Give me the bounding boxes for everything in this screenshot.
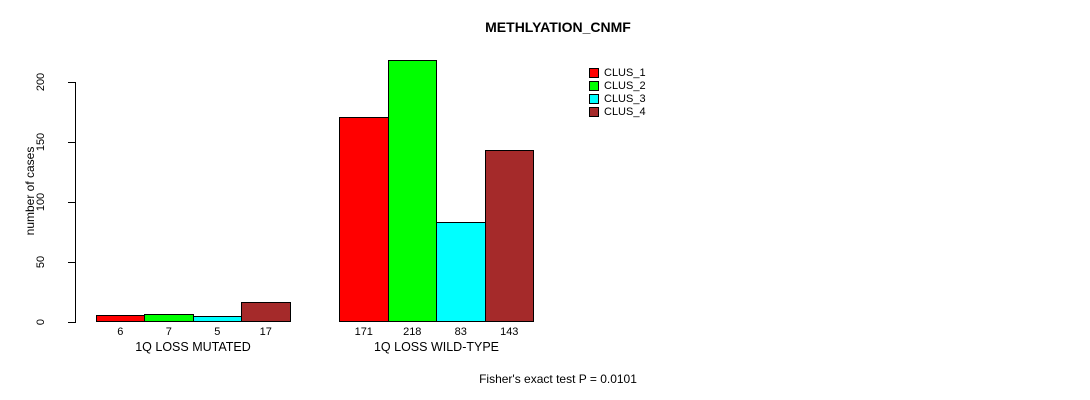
fisher-test-annotation: Fisher's exact test P = 0.0101 — [479, 372, 637, 386]
legend-swatch-icon — [589, 80, 599, 91]
legend: CLUS_1 CLUS_2 CLUS_3 CLUS_4 — [589, 66, 646, 118]
y-tick-label: 150 — [35, 132, 47, 152]
bar-clus_3-group1 — [192, 316, 242, 322]
y-tick-mark — [68, 322, 75, 323]
bar-value-label: 83 — [454, 326, 467, 338]
bar-value-label: 6 — [117, 326, 124, 338]
y-axis-line — [75, 82, 76, 323]
legend-entry-clus_4: CLUS_4 — [589, 105, 646, 118]
legend-swatch-icon — [589, 67, 599, 78]
legend-entry-label: CLUS_2 — [604, 79, 646, 92]
y-tick-mark — [68, 202, 75, 203]
legend-entry-clus_3: CLUS_3 — [589, 92, 646, 105]
bar-clus_4-group1 — [241, 302, 291, 322]
bar-clus_2-group2 — [387, 60, 437, 322]
legend-swatch-icon — [589, 93, 599, 104]
legend-entry-clus_2: CLUS_2 — [589, 79, 646, 92]
legend-swatch-icon — [589, 106, 599, 117]
x-category-label: 1Q LOSS MUTATED — [135, 340, 251, 354]
bar-clus_1-group1 — [95, 315, 145, 322]
bar-value-label: 218 — [403, 326, 422, 338]
y-tick-mark — [68, 262, 75, 263]
bar-value-label: 143 — [500, 326, 519, 338]
bar-value-label: 171 — [354, 326, 373, 338]
legend-entry-label: CLUS_3 — [604, 92, 646, 105]
y-tick-label: 200 — [35, 72, 47, 92]
bar-value-label: 7 — [165, 326, 172, 338]
legend-entry-label: CLUS_4 — [604, 105, 646, 118]
y-tick-mark — [68, 82, 75, 83]
bar-clus_3-group2 — [436, 222, 486, 322]
y-tick-label: 100 — [35, 192, 47, 212]
chart-title: METHLYATION_CNMF — [485, 19, 631, 35]
x-category-label: 1Q LOSS WILD-TYPE — [373, 340, 500, 354]
bar-clus_4-group2 — [484, 150, 534, 322]
legend-entry-label: CLUS_1 — [604, 66, 646, 79]
bar-value-label: 5 — [214, 326, 221, 338]
y-tick-label: 50 — [35, 255, 47, 269]
legend-entry-clus_1: CLUS_1 — [589, 66, 646, 79]
y-axis-title: number of cases — [23, 146, 37, 236]
y-tick-mark — [68, 142, 75, 143]
y-tick-label: 0 — [35, 318, 47, 326]
bar-clus_2-group1 — [144, 314, 194, 322]
bar-value-label: 17 — [259, 326, 272, 338]
bar-clus_1-group2 — [339, 117, 389, 322]
